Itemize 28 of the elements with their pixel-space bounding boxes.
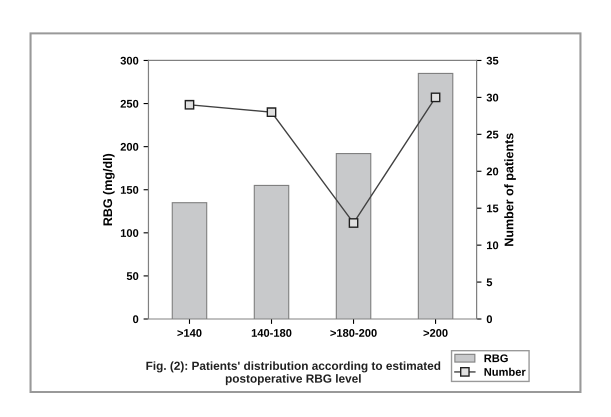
- point: [184, 100, 194, 110]
- y-tick-label: 300: [120, 56, 138, 65]
- y2-tick-label: 20: [486, 168, 498, 176]
- y-tick-label: 0: [133, 315, 138, 324]
- y2-tick-label: 25: [486, 130, 498, 138]
- x-tick-label: >140: [177, 329, 202, 337]
- y-tick-label: 250: [120, 100, 138, 108]
- y-axis-title: RBG (mg/dl): [102, 154, 115, 226]
- y2-tick-label: 10: [487, 241, 498, 250]
- y-tick-label: 100: [120, 229, 138, 237]
- y2-tick-label: 15: [487, 204, 498, 212]
- point: [430, 92, 440, 102]
- y-tick-label: 200: [120, 142, 138, 151]
- text: Fig. (2): Patients' distribution according to estimated postoperative RBG level: [146, 361, 440, 386]
- legend-label: Number: [484, 368, 526, 376]
- x-tick-label: >180-200: [330, 329, 377, 337]
- y-tick-label: 50: [126, 272, 138, 280]
- point: [266, 107, 276, 118]
- point: [348, 218, 358, 228]
- y2-tick-label: 30: [486, 94, 498, 102]
- x-tick-label: >200: [424, 329, 448, 337]
- x-tick-label: 140-180: [252, 329, 292, 337]
- y2-tick-label: 0: [486, 315, 492, 324]
- y2-axis-title: Number of patients: [504, 133, 516, 246]
- y2-tick-label: 35: [486, 56, 498, 65]
- legend-label: RBG: [484, 354, 508, 362]
- y-tick-label: 150: [120, 186, 138, 194]
- y2-tick-label: 5: [486, 278, 492, 286]
